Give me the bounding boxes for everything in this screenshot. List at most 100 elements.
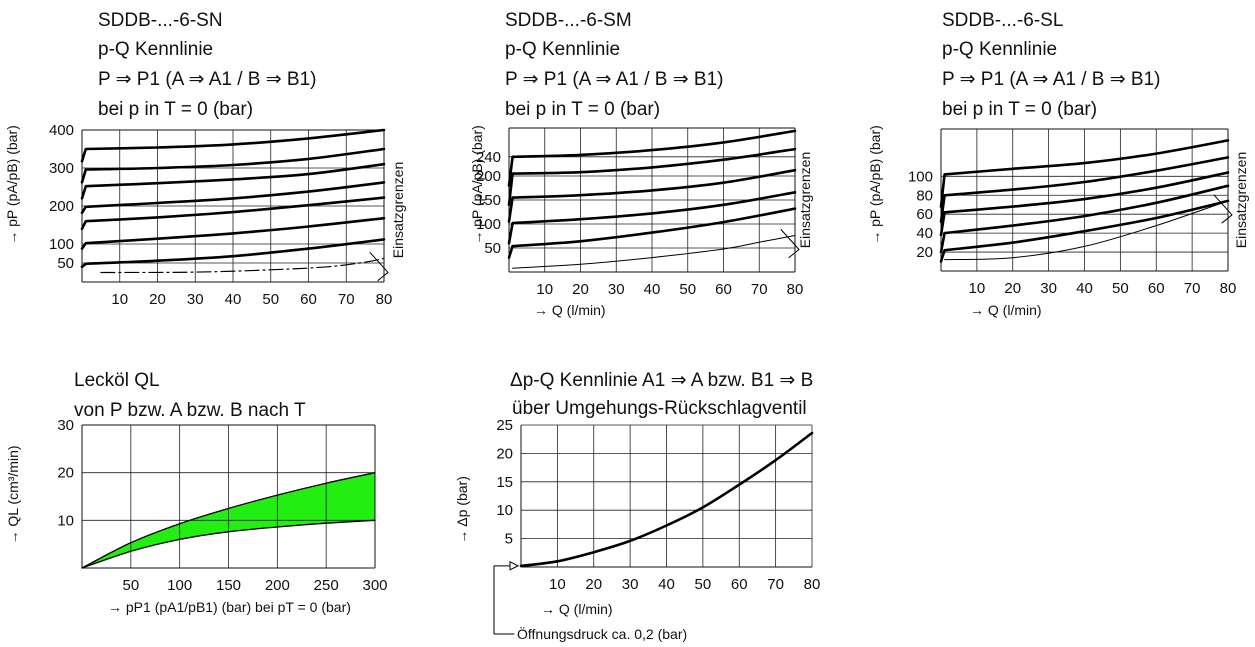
chart-sn-y-tick-label: 400 — [49, 122, 74, 139]
chart-sn-title-1: SDDB-...-6-SN — [98, 10, 223, 31]
chart-sn-series-1 — [80, 238, 386, 269]
chart-sl-x-tick-label: 20 — [1004, 280, 1021, 297]
chart-sl-title-3: P ⇒ P1 (A ⇒ A1 / B ⇒ B1) — [942, 69, 1161, 90]
chart-sm-x-tick-label: 80 — [787, 281, 804, 298]
chart-sn-series-7 — [80, 128, 386, 163]
chart-sm-x-tick-label: 30 — [608, 281, 625, 298]
chart-sm-ylabel: → pP (pA/pB) (bar) — [469, 125, 485, 245]
chart-sl-series-3 — [939, 171, 1230, 237]
chart-dp-title-2: über Umgehungs-Rückschlagventil — [512, 398, 807, 419]
chart-sm-series-2 — [507, 191, 797, 245]
chart-dp-y-tick-label: 25 — [496, 417, 513, 434]
chart-sm-xlabel: → Q (l/min) — [534, 302, 606, 318]
chart-leakage-x-tick-label: 200 — [265, 577, 290, 594]
chart-leakage-lower-curve — [81, 519, 376, 569]
chart-sl-y-tick-label: 60 — [916, 206, 933, 223]
chart-sl-plot: 10 20 30 40 50 60 70 80 20 40 60 80 100 — [908, 128, 1237, 297]
chart-sn: SDDB-...-6-SN p-Q Kennlinie P ⇒ P1 (A ⇒ … — [4, 10, 406, 308]
chart-dp-plot: 10 20 30 40 50 60 70 80 5 10 15 20 25 — [493, 417, 820, 635]
chart-sn-series-2 — [80, 216, 386, 250]
chart-sl-x-tick-label: 30 — [1040, 280, 1057, 297]
chart-sl-y-tick-label: 40 — [916, 225, 933, 242]
chart-leakage-x-tick-label: 300 — [362, 577, 387, 594]
chart-sn-x-tick-label: 80 — [376, 291, 393, 308]
chart-leakage-y-tick-label: 30 — [57, 417, 74, 434]
chart-sm-y-tick-label: 200 — [476, 168, 501, 185]
chart-sm-y-tick-label: 150 — [476, 192, 501, 209]
chart-sn-right-label: Einsatzgrenzen — [390, 162, 406, 259]
chart-dp-y-tick-label: 15 — [496, 474, 513, 491]
chart-dp-x-tick-label: 60 — [731, 576, 748, 593]
chart-sl-series-2 — [939, 184, 1230, 254]
chart-sm-x-tick-label: 20 — [572, 281, 589, 298]
chart-sl-x-tick-label: 50 — [1112, 280, 1129, 297]
chart-leakage-title-1: Lecköl QL — [74, 370, 160, 391]
chart-sl-y-tick-label: 100 — [908, 168, 933, 185]
chart-sl-title-1: SDDB-...-6-SL — [942, 10, 1063, 31]
chart-leakage-plot: 50 100 150 200 250 300 10 20 30 — [57, 417, 387, 594]
chart-sn-x-tick-label: 10 — [111, 291, 128, 308]
chart-sl-series-1 — [939, 199, 1230, 263]
chart-leakage-x-tick-label: 250 — [314, 577, 339, 594]
chart-sl-x-tick-label: 40 — [1076, 280, 1093, 297]
chart-dp-x-tick-label: 10 — [549, 576, 566, 593]
chart-sm-x-tick-label: 60 — [715, 281, 732, 298]
chart-sl-limit-pointer — [1213, 194, 1233, 224]
chart-sn-y-tick-label: 300 — [49, 160, 74, 177]
chart-sn-title-4: bei p in T = 0 (bar) — [98, 99, 253, 120]
chart-sn-series-6 — [80, 147, 386, 184]
chart-sn-series-5 — [80, 162, 386, 200]
chart-leakage-ylabel: → QL (cm³/min) — [5, 445, 21, 544]
chart-sn-x-tick-label: 40 — [225, 291, 242, 308]
chart-sl-ylabel: → pP (pA/pB) (bar) — [867, 125, 883, 245]
chart-sl-title-2: p-Q Kennlinie — [942, 39, 1057, 60]
chart-sl-x-tick-label: 80 — [1220, 280, 1237, 297]
chart-sm-series-1 — [507, 207, 797, 259]
chart-sn-x-tick-label: 70 — [338, 291, 355, 308]
chart-leakage-x-tick-label: 150 — [216, 577, 241, 594]
chart-sm-y-tick-label: 240 — [476, 149, 501, 166]
chart-sn-y-tick-label: 50 — [57, 255, 74, 272]
chart-dp-x-tick-label: 30 — [622, 576, 639, 593]
chart-dp-y-tick-label: 10 — [496, 502, 513, 519]
chart-sm-right-label: Einsatzgrenzen — [797, 152, 813, 249]
chart-sn-plot: 10 20 30 40 50 60 70 80 50 100 200 300 400 — [49, 122, 392, 308]
chart-sm-title-3: P ⇒ P1 (A ⇒ A1 / B ⇒ B1) — [505, 69, 724, 90]
chart-leakage-x-tick-label: 50 — [122, 577, 139, 594]
chart-sm-title-4: bei p in T = 0 (bar) — [505, 99, 660, 120]
chart-dp-y-tick-label: 5 — [505, 531, 513, 548]
chart-dp-title-1: Δp-Q Kennlinie A1 ⇒ A bzw. B1 ⇒ B — [510, 370, 813, 391]
chart-sl-y-tick-label: 20 — [916, 244, 933, 261]
chart-sl-x-tick-label: 10 — [969, 280, 986, 297]
chart-sl-y-tick-label: 80 — [916, 187, 933, 204]
chart-dp: Δp-Q Kennlinie A1 ⇒ A bzw. B1 ⇒ B über U… — [454, 370, 820, 642]
chart-leakage-xlabel: → pP1 (pA1/pB1) (bar) bei pT = 0 (bar) — [108, 599, 351, 615]
chart-leakage-upper-curve — [81, 472, 376, 569]
chart-sm-series-3 — [507, 168, 797, 223]
chart-dp-opening-arrow — [509, 561, 520, 571]
chart-sm-limit-pointer — [780, 229, 800, 259]
chart-sn-y-tick-label: 200 — [49, 198, 74, 215]
chart-dp-annotation: Öffnungsdruck ca. 0,2 (bar) — [517, 625, 687, 642]
chart-dp-x-tick-label: 70 — [767, 576, 784, 593]
chart-sl-series-5 — [939, 139, 1230, 208]
chart-sn-ylabel: → pP (pA/pB) (bar) — [4, 125, 20, 245]
chart-sn-x-tick-label: 20 — [149, 291, 166, 308]
chart-dp-xlabel: → Q (l/min) — [541, 601, 613, 617]
chart-dp-y-tick-label: 20 — [496, 445, 513, 462]
chart-sl-title-4: bei p in T = 0 (bar) — [942, 99, 1097, 120]
chart-sl-series-4 — [939, 156, 1230, 224]
chart-sl-right-label: Einsatzgrenzen — [1233, 152, 1249, 249]
chart-dp-x-tick-label: 20 — [585, 576, 602, 593]
chart-sn-x-tick-label: 60 — [300, 291, 317, 308]
chart-sm-limit-curve — [512, 235, 796, 269]
chart-sm-x-tick-label: 10 — [536, 281, 553, 298]
chart-sl-x-tick-label: 60 — [1148, 280, 1165, 297]
chart-leakage-y-tick-label: 20 — [57, 465, 74, 482]
chart-sm-series-4 — [507, 147, 797, 207]
chart-sl-xlabel: → Q (l/min) — [970, 302, 1042, 318]
chart-dp-x-tick-label: 50 — [695, 576, 712, 593]
chart-leakage: Lecköl QL von P bzw. A bzw. B nach T → Q… — [5, 370, 388, 615]
chart-sl-limit-curve — [944, 200, 1229, 261]
chart-sm-x-tick-label: 70 — [751, 281, 768, 298]
